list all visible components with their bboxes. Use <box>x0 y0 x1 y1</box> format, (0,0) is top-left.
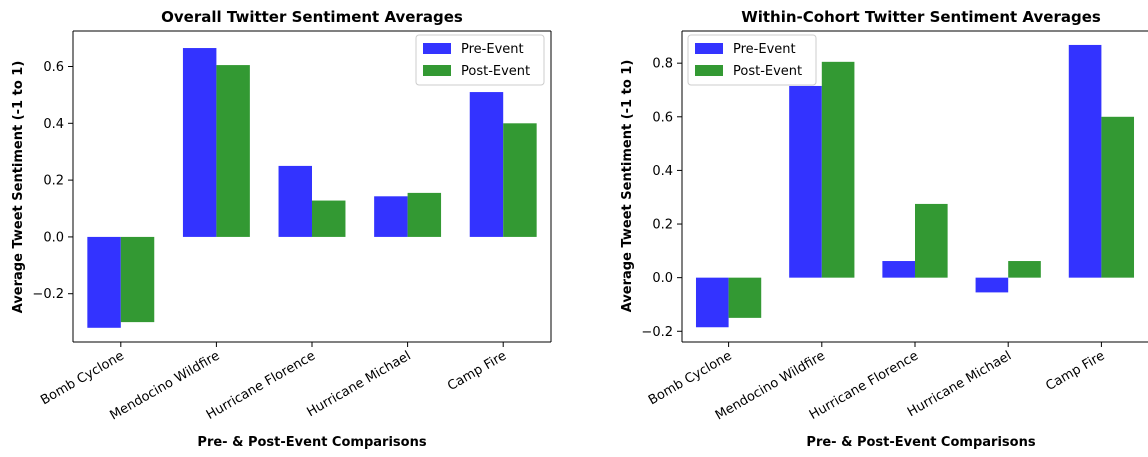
x-tick-label: Camp Fire <box>1043 348 1107 394</box>
bar <box>695 277 729 328</box>
y-tick-label: 0.4 <box>652 164 673 179</box>
chart-within-cohort: Within-Cohort Twitter Sentiment Averages… <box>620 8 1148 450</box>
bar <box>882 261 915 278</box>
y-tick-label: 0.4 <box>43 117 64 132</box>
legend-label-pre-event: Pre-Event <box>733 42 796 57</box>
bar <box>1008 261 1041 278</box>
x-tick-label: Bomb Cyclone <box>38 348 127 408</box>
y-tick-label: −0.2 <box>641 325 673 340</box>
bar <box>469 92 504 237</box>
x-axis-label: Pre- & Post-Event Comparisons <box>197 435 426 450</box>
y-axis-label: Average Tweet Sentiment (-1 to 1) <box>11 61 26 314</box>
legend-swatch-pre-event <box>695 43 723 54</box>
bar <box>1068 44 1102 278</box>
legend-label-post-event: Post-Event <box>733 64 802 79</box>
chart-overall: Overall Twitter Sentiment Averages Pre- … <box>11 8 552 450</box>
y-tick-label: 0.0 <box>652 271 673 286</box>
bar <box>915 203 948 278</box>
x-tick-label: Camp Fire <box>445 348 509 394</box>
legend-label-post-event: Post-Event <box>461 64 530 79</box>
bar <box>87 236 121 328</box>
chart-title: Within-Cohort Twitter Sentiment Averages <box>741 8 1101 26</box>
y-tick-label: 0.2 <box>652 218 673 233</box>
bar <box>278 165 312 237</box>
bar <box>1101 116 1135 278</box>
bar <box>503 123 537 237</box>
legend-swatch-post-event <box>695 65 723 76</box>
bar <box>182 48 217 237</box>
y-tick-label: 0.2 <box>43 174 64 189</box>
chart-title: Overall Twitter Sentiment Averages <box>161 8 463 26</box>
legend-swatch-pre-event <box>423 43 451 54</box>
bar <box>407 192 442 237</box>
bar <box>728 277 762 318</box>
bar <box>975 277 1009 293</box>
legend: Pre-Event Post-Event <box>687 34 817 86</box>
y-tick-label: 0.6 <box>43 60 64 75</box>
x-axis-label: Pre- & Post-Event Comparisons <box>806 435 1035 450</box>
y-tick-label: 0.0 <box>43 230 64 245</box>
x-tick-label: Hurricane Michael <box>304 348 413 420</box>
legend-label-pre-event: Pre-Event <box>461 42 524 57</box>
y-tick-label: −0.2 <box>32 287 64 302</box>
legend-swatch-post-event <box>423 65 451 76</box>
bar <box>821 61 855 278</box>
x-tick-label: Hurricane Michael <box>905 348 1014 420</box>
bar <box>216 65 250 237</box>
bar <box>789 85 822 278</box>
y-tick-label: 0.6 <box>652 110 673 125</box>
y-axis-label: Average Tweet Sentiment (-1 to 1) <box>620 60 635 313</box>
bar <box>120 236 155 323</box>
y-tick-label: 0.8 <box>652 57 673 72</box>
bar <box>374 196 408 237</box>
x-tick-label: Bomb Cyclone <box>646 348 735 408</box>
legend: Pre-Event Post-Event <box>415 34 545 86</box>
bar <box>312 200 346 237</box>
